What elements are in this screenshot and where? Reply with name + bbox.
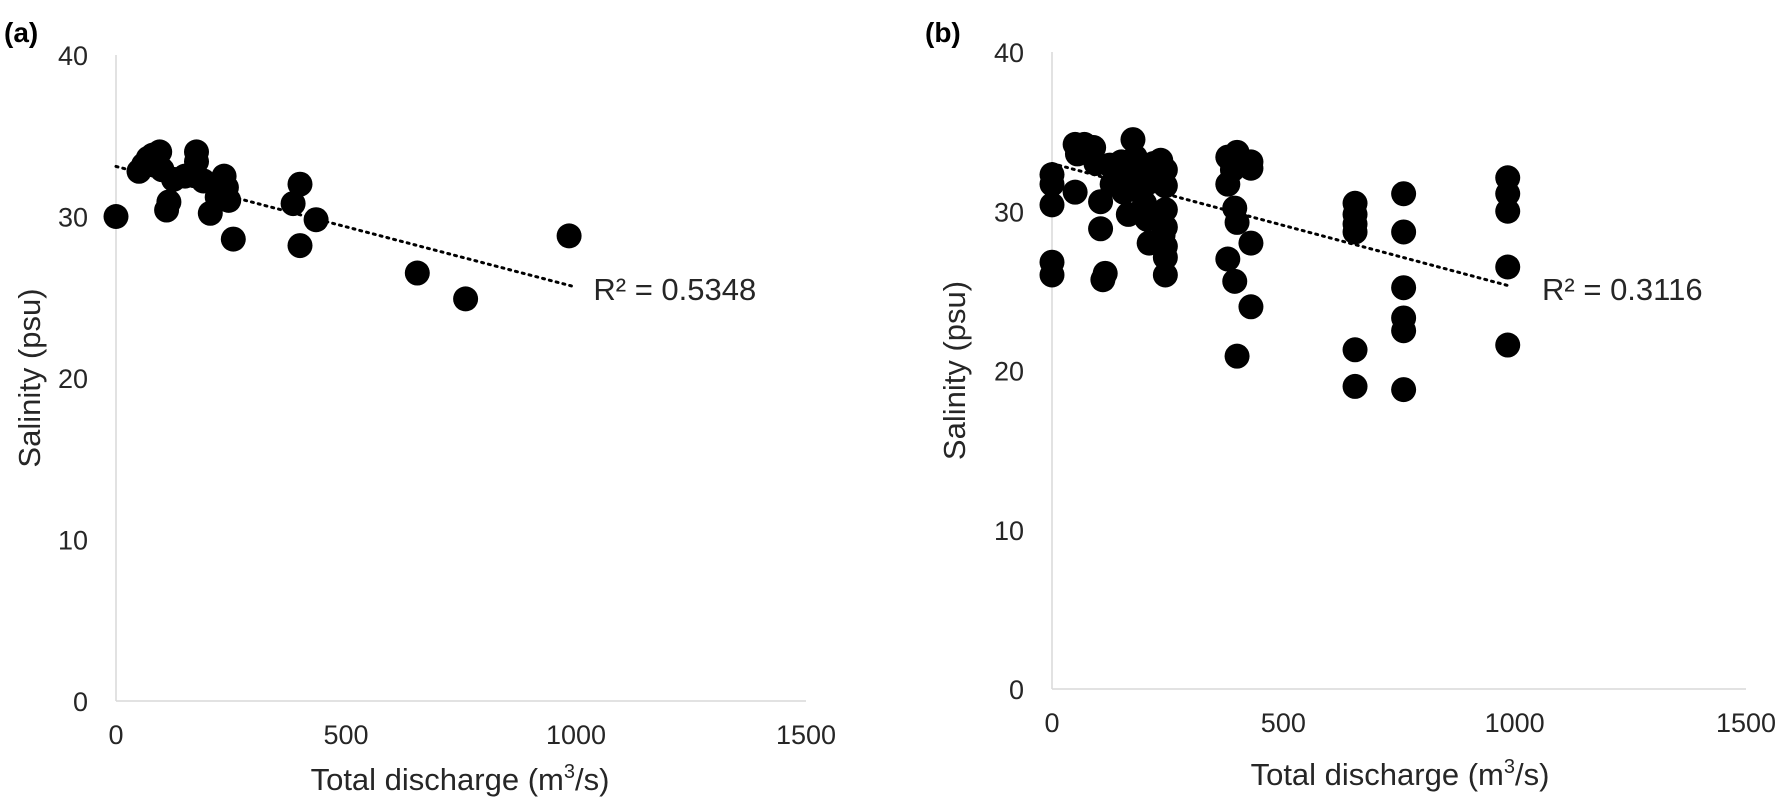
x-tick-label: 1000: [546, 720, 606, 750]
data-point: [103, 204, 129, 229]
data-point: [1090, 267, 1116, 293]
y-tick-label: 0: [73, 687, 88, 717]
data-point: [1391, 275, 1417, 301]
x-tick-label: 1000: [1485, 708, 1545, 738]
x-tick-label: 500: [323, 720, 368, 750]
data-point: [1152, 173, 1178, 199]
y-tick-label: 40: [58, 41, 88, 71]
data-point: [1495, 254, 1521, 280]
x-axis-title: Total discharge (m3/s): [1251, 756, 1550, 792]
data-point: [1238, 155, 1264, 181]
data-point: [1152, 262, 1178, 288]
data-point: [1391, 181, 1417, 207]
y-tick-label: 20: [58, 364, 88, 394]
x-tick-label: 0: [1044, 708, 1059, 738]
y-tick-label: 40: [994, 38, 1024, 68]
data-point: [404, 260, 430, 286]
data-point: [1224, 209, 1250, 235]
data-point: [1342, 373, 1368, 399]
y-axis-title: Salinity (psu): [937, 281, 972, 460]
data-point: [1062, 179, 1088, 205]
data-point: [1495, 332, 1521, 358]
data-point: [216, 187, 242, 213]
panel-label: (a): [4, 17, 38, 48]
data-point: [1224, 343, 1250, 369]
data-point: [1152, 197, 1178, 223]
x-tick-label: 1500: [1716, 708, 1776, 738]
data-point: [184, 149, 209, 175]
data-point: [1495, 198, 1521, 224]
data-point: [1495, 181, 1521, 207]
x-tick-label: 500: [1261, 708, 1306, 738]
y-tick-label: 30: [58, 203, 88, 233]
data-point: [287, 233, 313, 259]
data-point: [1391, 318, 1417, 344]
data-point: [1222, 268, 1248, 294]
data-point: [1342, 337, 1368, 363]
data-point: [303, 207, 329, 233]
data-point: [1088, 216, 1114, 242]
data-point: [287, 171, 313, 197]
data-point: [1238, 230, 1264, 256]
data-point: [220, 226, 246, 252]
r2-label: R² = 0.3116: [1542, 272, 1703, 307]
data-point: [1391, 219, 1417, 245]
data-point: [1039, 171, 1065, 197]
y-tick-label: 30: [994, 197, 1024, 227]
panel-label: (b): [925, 17, 961, 48]
data-point: [1391, 377, 1417, 403]
x-tick-label: 1500: [776, 720, 836, 750]
data-point: [280, 191, 306, 217]
x-tick-label: 0: [108, 720, 123, 750]
data-point: [556, 223, 582, 249]
data-point: [156, 189, 182, 215]
scatter-panel-a: 0 10 20 30 40 0 500 1000 1500 (a) Salinity (psu) To…: [4, 17, 836, 797]
data-point: [1039, 262, 1065, 288]
y-axis-title: Salinity (psu): [12, 288, 47, 467]
data-point: [1039, 192, 1065, 218]
data-point: [1150, 222, 1176, 248]
y-tick-label: 20: [994, 357, 1024, 387]
data-point: [453, 286, 479, 312]
data-point: [1215, 246, 1241, 272]
r2-label: R² = 0.5348: [593, 272, 756, 307]
scatter-panel-b: 0 10 20 30 40 0 500 1000 1500 (b) Salinity (psu) To…: [925, 17, 1776, 792]
y-tick-label: 10: [58, 526, 88, 556]
data-point: [1342, 219, 1368, 245]
data-point: [1215, 171, 1241, 197]
data-point: [1238, 294, 1264, 320]
y-tick-label: 0: [1009, 675, 1024, 705]
data-point: [1152, 244, 1178, 270]
y-tick-label: 10: [994, 516, 1024, 546]
x-axis-title: Total discharge (m3/s): [311, 761, 610, 797]
